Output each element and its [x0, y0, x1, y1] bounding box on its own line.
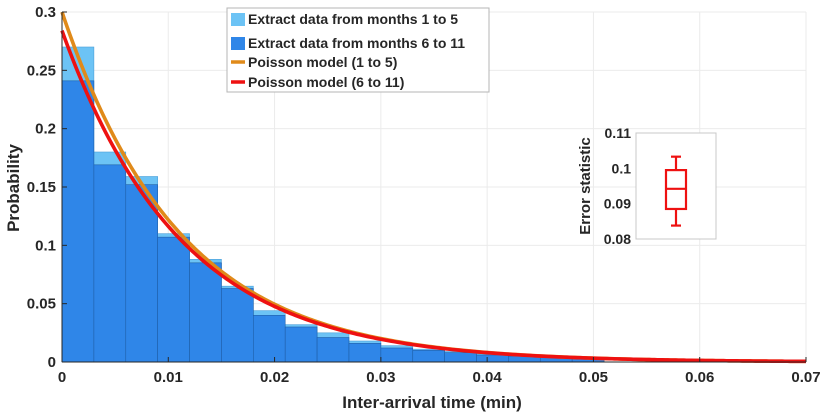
- x-tick-label-7: 0.07: [791, 369, 820, 386]
- inset-boxplot: 0.08 0.09 0.1 0.11 Error statistic: [577, 125, 717, 247]
- y-tick-label-2: 0.1: [35, 237, 56, 254]
- legend-label-poisson-6-11: Poisson model (6 to 11): [248, 74, 404, 90]
- y-tick-label-4: 0.2: [35, 121, 56, 138]
- inset-box: [664, 155, 688, 227]
- legend: Extract data from months 1 to 5 Extract …: [226, 7, 490, 93]
- legend-swatch-months-6-11: [231, 37, 245, 50]
- inset-y-tick-label-2: 0.1: [612, 160, 632, 176]
- bar-months-6-11-8: [316, 337, 350, 363]
- y-tick-label-5: 0.25: [27, 62, 56, 79]
- bar-months-6-11-12: [444, 352, 477, 363]
- inset-y-tick-label-0: 0.08: [604, 231, 631, 247]
- bar-months-6-11-4: [189, 262, 222, 363]
- x-axis-label: Inter-arrival time (min): [342, 393, 522, 412]
- legend-label-poisson-1-5: Poisson model (1 to 5): [248, 54, 397, 70]
- model-lines: [60, 11, 807, 364]
- bar-months-6-11-9: [348, 343, 382, 363]
- bar-months-6-11-3: [157, 236, 190, 363]
- y-tick-label-3: 0.15: [27, 179, 56, 196]
- y-axis-label: Probability: [4, 144, 23, 232]
- x-tick-label-0: 0: [58, 369, 66, 386]
- y-tick-label-1: 0.05: [27, 296, 56, 313]
- x-tick-label-5: 0.05: [579, 369, 608, 386]
- inset-y-tick-label-1: 0.09: [604, 196, 631, 212]
- x-tick-label-2: 0.02: [260, 369, 289, 386]
- inset-y-tick-label-3: 0.11: [605, 125, 632, 141]
- x-tick-label-1: 0.01: [154, 369, 183, 386]
- bar-months-6-11-10: [380, 347, 414, 363]
- bar-months-6-11-7: [284, 326, 318, 363]
- legend-label-months-1-5: Extract data from months 1 to 5: [248, 11, 458, 27]
- x-tick-label-4: 0.04: [473, 369, 503, 386]
- legend-box: [226, 7, 490, 93]
- legend-swatch-months-1-5: [231, 13, 245, 26]
- bar-months-6-11-5: [221, 288, 254, 363]
- legend-label-months-6-11: Extract data from months 6 to 11: [248, 35, 465, 51]
- x-tick-labels: 0 0.01 0.02 0.03 0.04 0.05 0.06 0.07: [58, 369, 821, 386]
- line-poisson-6-11: [60, 30, 807, 364]
- inset-y-tick-labels: 0.08 0.09 0.1 0.11: [604, 125, 631, 247]
- bars-series-2: [61, 80, 605, 363]
- bar-months-6-11-13: [476, 354, 509, 363]
- bar-months-6-11-1: [93, 164, 127, 363]
- bar-months-6-11-2: [125, 184, 158, 363]
- x-tick-label-6: 0.06: [685, 369, 714, 386]
- bar-months-6-11-11: [412, 350, 445, 363]
- y-tick-label-6: 0.3: [35, 4, 56, 21]
- bar-months-6-11-6: [253, 315, 286, 363]
- bar-months-6-11-0: [61, 80, 95, 363]
- y-tick-labels: 0 0.05 0.1 0.15 0.2 0.25 0.3: [27, 4, 56, 371]
- x-tick-label-3: 0.03: [366, 369, 395, 386]
- axes: [61, 11, 807, 363]
- y-tick-label-0: 0: [48, 354, 56, 371]
- inset-y-axis-label: Error statistic: [577, 137, 594, 235]
